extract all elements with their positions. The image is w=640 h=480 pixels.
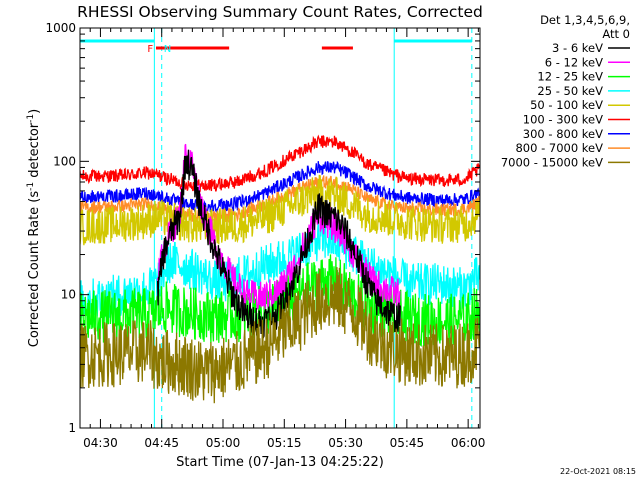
series-line-5 — [80, 219, 480, 321]
legend-header: Det 1,3,4,5,6,9, — [540, 13, 630, 27]
x-tick-label: 05:45 — [390, 436, 425, 450]
footer-date: 22-Oct-2021 08:15 — [560, 467, 636, 476]
x-tick-label: 04:30 — [83, 436, 118, 450]
series-line-6 — [80, 254, 480, 347]
legend-header: Att 0 — [602, 27, 630, 41]
series-line-8 — [156, 149, 401, 340]
legend-label-6: 100 - 300 keV — [523, 113, 603, 127]
y-axis-label-exponent: -1 — [26, 182, 36, 191]
chart-title: RHESSI Observing Summary Count Rates, Co… — [77, 3, 483, 21]
legend-label-9: 7000 - 15000 keV — [501, 155, 603, 169]
y-tick-label: 100 — [53, 154, 76, 168]
x-tick-label: 05:15 — [267, 436, 302, 450]
series-line-4 — [80, 174, 480, 246]
legend-label-5: 50 - 100 keV — [530, 98, 603, 112]
flag-marker-n: N — [164, 44, 171, 55]
series-line-2 — [80, 160, 480, 213]
flag-marker-f: F — [147, 44, 153, 55]
axes: 1 10 100 1000 04:30 04:45 05:00 05:15 05:30 05:45… — [45, 21, 485, 450]
y-tick-label: 1000 — [45, 21, 76, 35]
series-line-1 — [80, 134, 480, 195]
legend-label-8: 800 - 7000 keV — [515, 141, 603, 155]
y-axis-label: Corrected Count Rate (s-1 detector-1) — [26, 109, 42, 347]
x-tick-label: 05:30 — [328, 436, 363, 450]
y-tick-label: 1 — [68, 421, 76, 435]
plot-frame — [79, 27, 481, 429]
y-tick-label: 10 — [61, 288, 76, 302]
legend-label-1: 3 - 6 keV — [552, 41, 603, 55]
legend-label-3: 12 - 25 keV — [537, 70, 603, 84]
y-axis-label-exponent: -1 — [26, 114, 36, 123]
x-tick-label: 04:45 — [144, 436, 179, 450]
x-axis-label: Start Time (07-Jan-13 04:25:22) — [176, 455, 384, 470]
y-axis-label-part: ) — [27, 109, 42, 114]
y-axis-label-part: detector — [27, 122, 42, 182]
y-axis-label-part: Corrected Count Rate (s — [27, 191, 42, 348]
legend-label-2: 6 - 12 keV — [545, 55, 603, 69]
legend-label-7: 300 - 800 keV — [523, 127, 603, 141]
legend-label-4: 25 - 50 keV — [537, 84, 603, 98]
x-tick-label: 05:00 — [206, 436, 241, 450]
series-line-9 — [80, 267, 480, 404]
x-tick-label: 06:00 — [451, 436, 486, 450]
